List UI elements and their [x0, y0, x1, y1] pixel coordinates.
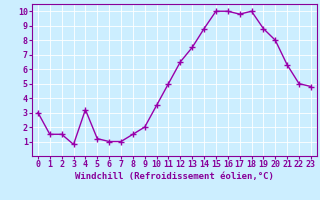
X-axis label: Windchill (Refroidissement éolien,°C): Windchill (Refroidissement éolien,°C)	[75, 172, 274, 181]
